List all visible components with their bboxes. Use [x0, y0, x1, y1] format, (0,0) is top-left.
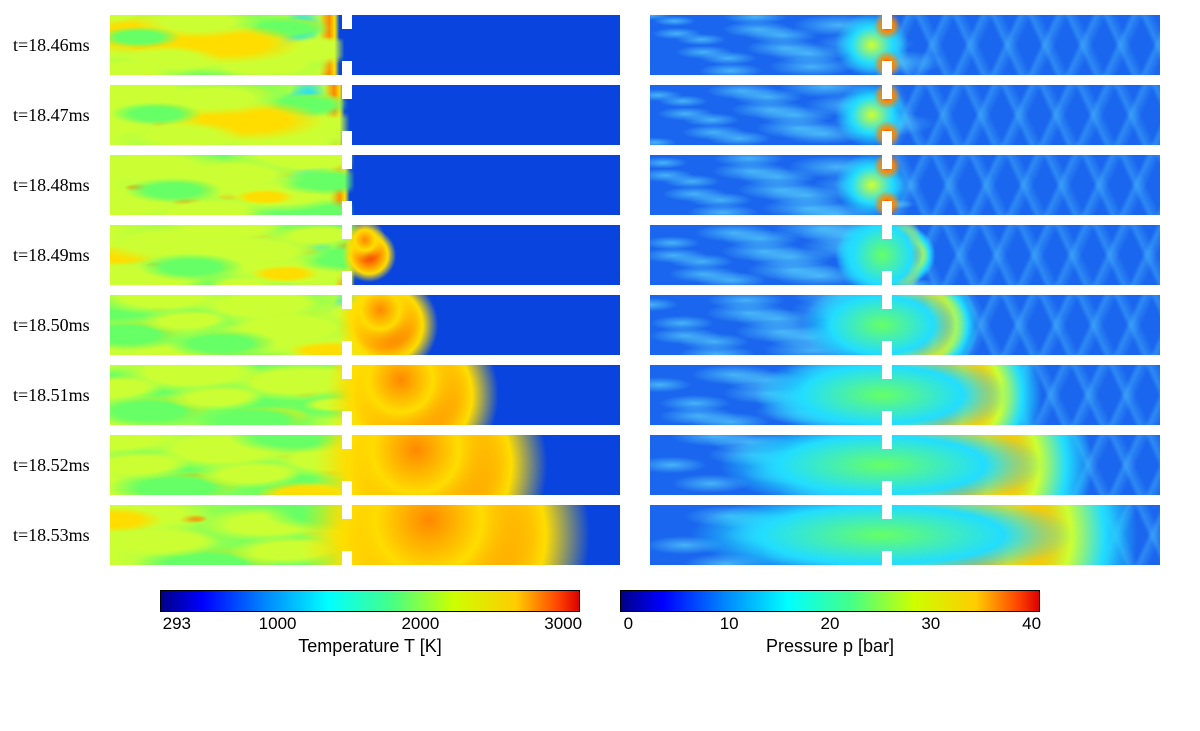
obstacle-top [342, 435, 352, 449]
tick-label: 30 [921, 614, 940, 634]
panel-pair [110, 365, 1160, 425]
obstacle-top [342, 365, 352, 379]
frame-row: t=18.53ms [5, 505, 1195, 565]
obstacle-bottom [882, 201, 892, 215]
frame-row: t=18.46ms [5, 15, 1195, 75]
pressure-panel [650, 295, 1160, 355]
tick-label: 40 [1022, 614, 1041, 634]
temperature-panel [110, 85, 620, 145]
obstacle-bottom [882, 481, 892, 495]
obstacle-bottom [342, 481, 352, 495]
obstacle-top [342, 85, 352, 99]
obstacle-top [342, 155, 352, 169]
pressure-colorbar-group: 0 10 20 30 40 Pressure p [bar] [620, 590, 1040, 657]
obstacle-top [882, 225, 892, 239]
frame-row: t=18.52ms [5, 435, 1195, 495]
pressure-panel [650, 505, 1160, 565]
pressure-panel [650, 365, 1160, 425]
obstacle-bottom [342, 341, 352, 355]
time-label: t=18.49ms [5, 245, 110, 266]
time-label: t=18.53ms [5, 525, 110, 546]
panel-pair [110, 435, 1160, 495]
obstacle-bottom [342, 131, 352, 145]
frame-row: t=18.50ms [5, 295, 1195, 355]
obstacle-top [882, 85, 892, 99]
temperature-panel [110, 295, 620, 355]
pressure-panel [650, 435, 1160, 495]
temperature-colorbar [160, 590, 580, 612]
obstacle-top [342, 15, 352, 29]
obstacle-bottom [882, 411, 892, 425]
obstacle-bottom [342, 411, 352, 425]
panel-pair [110, 155, 1160, 215]
obstacle-top [882, 365, 892, 379]
obstacle-bottom [882, 551, 892, 565]
obstacle-top [882, 155, 892, 169]
temperature-panel [110, 365, 620, 425]
pressure-colorbar [620, 590, 1040, 612]
time-label: t=18.46ms [5, 35, 110, 56]
tick-label: 293 [163, 614, 191, 634]
obstacle-bottom [342, 271, 352, 285]
time-label: t=18.51ms [5, 385, 110, 406]
panel-pair [110, 85, 1160, 145]
pressure-axis-label: Pressure p [bar] [766, 636, 894, 657]
pressure-panel [650, 15, 1160, 75]
obstacle-top [882, 505, 892, 519]
frame-row: t=18.49ms [5, 225, 1195, 285]
obstacle-bottom [882, 341, 892, 355]
temperature-panel [110, 155, 620, 215]
temperature-axis-label: Temperature T [K] [298, 636, 441, 657]
tick-label: 1000 [259, 614, 297, 634]
frame-row: t=18.47ms [5, 85, 1195, 145]
obstacle-bottom [882, 271, 892, 285]
obstacle-bottom [342, 61, 352, 75]
obstacle-top [882, 295, 892, 309]
time-label: t=18.48ms [5, 175, 110, 196]
pressure-panel [650, 155, 1160, 215]
frame-row: t=18.48ms [5, 155, 1195, 215]
pressure-panel [650, 225, 1160, 285]
obstacle-bottom [342, 551, 352, 565]
obstacle-top [882, 15, 892, 29]
tick-label: 0 [624, 614, 633, 634]
obstacle-bottom [342, 201, 352, 215]
panel-pair [110, 295, 1160, 355]
colorbar-section: 293 1000 2000 3000 Temperature T [K] 0 10 20 3… [5, 590, 1195, 657]
tick-label: 3000 [544, 614, 582, 634]
panel-pair [110, 505, 1160, 565]
temperature-panel [110, 225, 620, 285]
frame-row: t=18.51ms [5, 365, 1195, 425]
panel-pair [110, 15, 1160, 75]
tick-label: 10 [720, 614, 739, 634]
simulation-grid: t=18.46ms t=18.47ms t=18.48ms t=18.49ms t=18… [0, 0, 1200, 672]
panel-pair [110, 225, 1160, 285]
time-label: t=18.47ms [5, 105, 110, 126]
temperature-panel [110, 505, 620, 565]
obstacle-top [342, 225, 352, 239]
time-label: t=18.52ms [5, 455, 110, 476]
pressure-panel [650, 85, 1160, 145]
temperature-panel [110, 435, 620, 495]
tick-label: 20 [821, 614, 840, 634]
temperature-colorbar-group: 293 1000 2000 3000 Temperature T [K] [160, 590, 580, 657]
obstacle-top [342, 295, 352, 309]
obstacle-bottom [882, 131, 892, 145]
obstacle-top [882, 435, 892, 449]
tick-label: 2000 [401, 614, 439, 634]
obstacle-bottom [882, 61, 892, 75]
temperature-panel [110, 15, 620, 75]
obstacle-top [342, 505, 352, 519]
time-label: t=18.50ms [5, 315, 110, 336]
